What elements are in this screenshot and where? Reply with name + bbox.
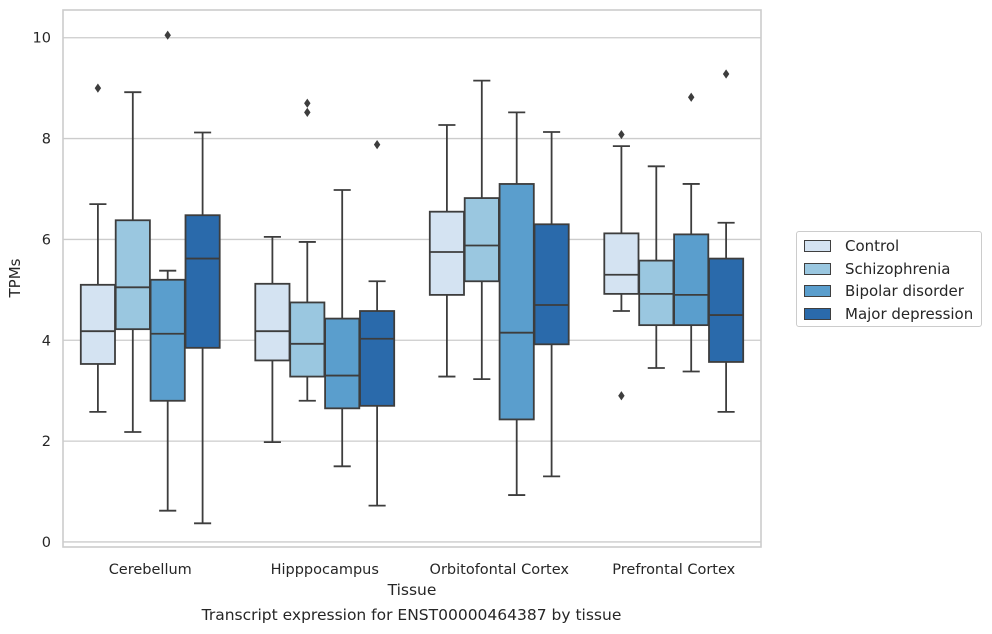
x-tick-label-cerebellum: Cerebellum <box>109 562 192 578</box>
legend-label-control: Control <box>845 237 900 256</box>
box-series-layer <box>79 30 745 525</box>
legend-label-schizophrenia: Schizophrenia <box>845 259 951 278</box>
box-bipolar-disorder-cerebellum <box>149 30 186 512</box>
box-bipolar-disorder-orbitofontal-cortex <box>498 111 535 496</box>
outlier-point <box>618 129 625 140</box>
figure-caption: Transcript expression for ENST0000046438… <box>201 606 622 624</box>
y-axis-label: TPMs <box>6 258 24 298</box>
box-iqr <box>324 317 361 410</box>
outlier-point <box>687 92 695 102</box>
box-schizophrenia-orbitofontal-cortex <box>463 79 500 380</box>
legend: Control Schizophrenia Bipolar disorder M… <box>796 231 982 327</box>
box-bipolar-disorder-prefrontal-cortex <box>673 92 710 373</box>
box-control-orbitofontal-cortex <box>428 124 465 378</box>
box-iqr <box>428 210 465 296</box>
x-tick-label-orbitofontal-cortex: Orbitofontal Cortex <box>430 562 570 578</box>
box-iqr <box>603 232 640 295</box>
box-schizophrenia-hipppocampus <box>289 98 326 402</box>
box-iqr <box>79 283 116 365</box>
legend-swatch-major-depression <box>804 307 831 320</box>
outlier-point <box>304 107 311 117</box>
box-iqr <box>673 233 710 327</box>
box-major-depression-hipppocampus <box>359 140 396 507</box>
box-iqr <box>114 219 151 331</box>
box-iqr <box>289 301 326 378</box>
legend-item-control: Control <box>804 235 981 258</box>
box-schizophrenia-cerebellum <box>114 91 151 433</box>
legend-item-bipolar-disorder: Bipolar disorder <box>804 280 981 303</box>
x-axis-label: Tissue <box>387 581 437 599</box>
box-control-cerebellum <box>79 83 116 413</box>
box-iqr <box>533 223 570 346</box>
legend-label-bipolar-disorder: Bipolar disorder <box>845 282 964 301</box>
legend-item-major-depression: Major depression <box>804 303 981 326</box>
box-iqr <box>149 278 186 402</box>
box-control-hipppocampus <box>254 236 291 444</box>
plot-frame <box>62 9 762 548</box>
outlier-point <box>722 69 730 79</box>
legend-item-schizophrenia: Schizophrenia <box>804 258 981 281</box>
outlier-point <box>618 391 625 401</box>
box-schizophrenia-prefrontal-cortex <box>638 165 675 369</box>
x-tick-labels: Cerebellum Hipppocampus Orbitofontal Corte… <box>109 562 736 578</box>
box-major-depression-prefrontal-cortex <box>708 69 745 413</box>
outlier-point <box>164 30 171 40</box>
outlier-point <box>373 140 381 150</box>
legend-swatch-control <box>804 240 831 253</box>
y-tick-label-0: 0 <box>42 535 51 551</box>
box-iqr <box>638 259 675 327</box>
box-major-depression-orbitofontal-cortex <box>533 131 570 478</box>
box-iqr <box>498 183 535 421</box>
box-iqr <box>708 257 745 363</box>
box-iqr <box>463 197 500 283</box>
x-tick-label-hipppocampus: Hipppocampus <box>271 562 379 578</box>
box-iqr <box>184 214 221 349</box>
box-major-depression-cerebellum <box>184 131 221 525</box>
box-control-prefrontal-cortex <box>603 129 640 401</box>
y-tick-label-4: 4 <box>42 333 51 349</box>
box-iqr <box>359 310 396 407</box>
legend-swatch-schizophrenia <box>804 262 831 275</box>
x-tick-label-prefrontal-cortex: Prefrontal Cortex <box>612 562 735 578</box>
legend-swatch-bipolar-disorder <box>804 285 831 298</box>
outlier-point <box>304 98 311 108</box>
y-tick-label-2: 2 <box>42 434 51 450</box>
box-iqr <box>254 282 291 362</box>
box-bipolar-disorder-hipppocampus <box>324 189 361 468</box>
outlier-point <box>94 83 102 93</box>
y-tick-label-6: 6 <box>42 232 51 248</box>
y-tick-label-10: 10 <box>33 31 51 47</box>
y-tick-label-8: 8 <box>42 132 51 148</box>
legend-label-major-depression: Major depression <box>845 304 974 323</box>
y-tick-labels: 0 2 4 6 8 10 <box>33 31 51 551</box>
